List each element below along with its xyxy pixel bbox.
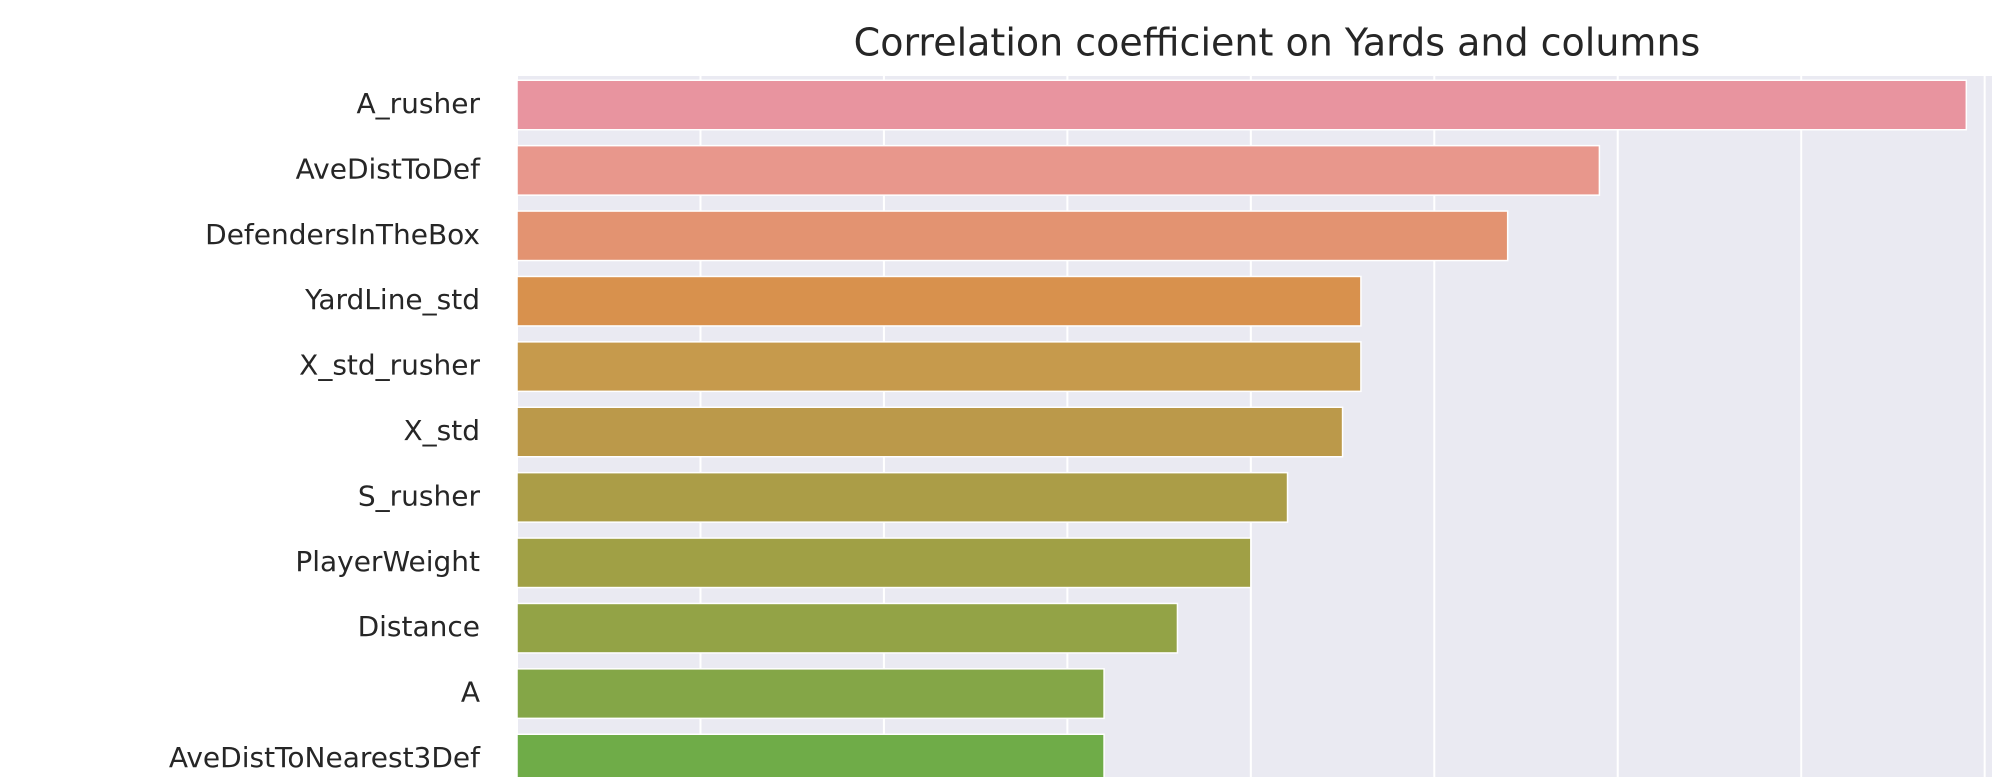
bar [516, 275, 1362, 327]
bar [516, 144, 1601, 196]
bar [516, 79, 1968, 131]
y-tick-label: PlayerWeight [295, 545, 480, 578]
bar [516, 341, 1362, 393]
chart-title: Correlation coefficient on Yards and col… [854, 21, 1701, 65]
bar [516, 602, 1179, 654]
y-tick-label: X_std [403, 414, 480, 447]
y-tick-label: X_std_rusher [299, 349, 480, 382]
y-tick-label: YardLine_std [304, 283, 480, 316]
y-tick-label: A [461, 676, 480, 709]
bar [516, 668, 1105, 720]
y-tick-label: Distance [358, 610, 480, 643]
y-tick-label: AveDistToNearest3Def [169, 741, 481, 774]
y-tick-label: DefendersInTheBox [205, 218, 480, 251]
bar [516, 733, 1105, 777]
y-tick-label: AveDistToDef [296, 152, 481, 185]
bar [516, 210, 1509, 262]
y-tick-label: A_rusher [357, 87, 481, 120]
bar [516, 406, 1344, 458]
bar [516, 537, 1252, 589]
y-tick-label: S_rusher [358, 479, 481, 512]
bar [516, 471, 1289, 523]
